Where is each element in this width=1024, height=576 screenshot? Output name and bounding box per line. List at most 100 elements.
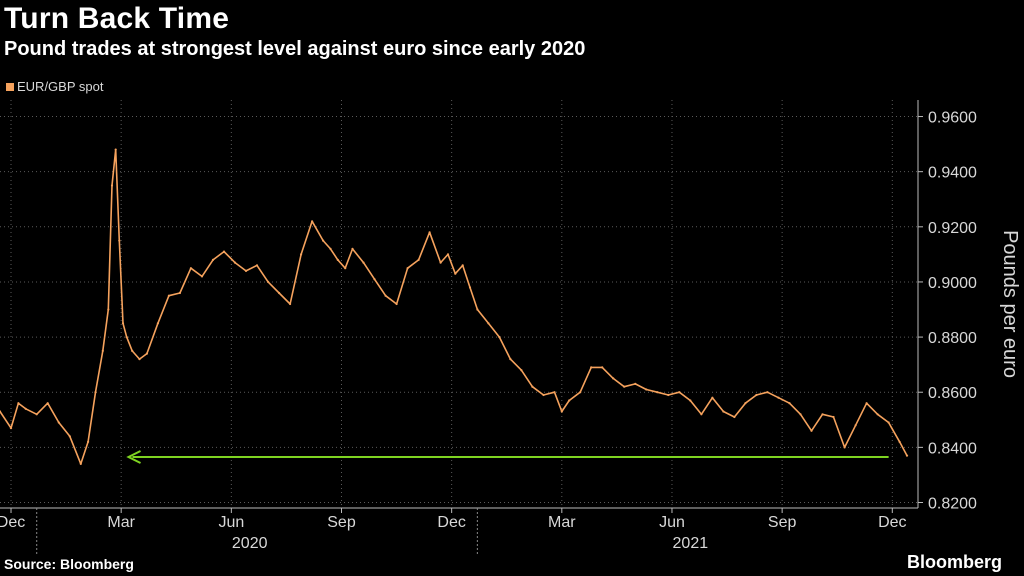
data-point [531,385,534,388]
legend-swatch [6,82,14,91]
annotation-arrow-head [126,450,141,464]
data-point [79,462,82,465]
data-point [446,253,450,256]
data-point [156,322,159,325]
data-point [233,261,237,264]
data-point [553,391,556,394]
data-point [178,291,181,295]
data-point [733,415,736,419]
data-point [46,402,49,405]
year-label: 2020 [232,535,268,552]
data-point [107,308,110,311]
data-point [755,393,758,397]
data-point [336,258,339,261]
data-point [167,294,170,297]
data-point [57,421,60,424]
data-point [810,429,813,432]
data-point [87,440,90,443]
data-point [711,396,714,399]
data-point [509,358,512,361]
data-point [454,272,457,275]
data-point [344,267,347,270]
data-point [0,410,2,413]
data-point [121,322,125,325]
data-point [289,302,292,306]
data-point [520,369,523,372]
data-point [35,413,38,416]
data-point [351,247,354,250]
x-tick-label: Sep [768,514,797,531]
data-point [788,402,791,405]
data-point [854,424,857,427]
data-point [656,391,659,394]
y-tick-label: 0.8800 [928,330,977,347]
y-axis-title: Pounds per euro [999,230,1021,378]
data-point [9,427,13,430]
data-point [138,358,141,361]
data-point [101,349,104,352]
data-point [145,352,148,355]
series-line [0,148,908,465]
data-point [667,393,670,397]
data-point [329,247,332,250]
data-point [689,399,692,402]
data-point [417,258,420,261]
data-point [601,366,604,369]
data-point [542,393,545,397]
x-tick-label: Jun [659,514,685,531]
data-point [612,377,615,380]
y-tick-label: 0.9600 [928,110,977,127]
data-point [898,440,901,443]
data-point [568,399,571,402]
data-point [634,382,637,385]
data-point [278,291,281,295]
y-tick-label: 0.8200 [928,495,977,512]
data-point [189,267,192,270]
data-point [200,275,204,278]
y-tick-label: 0.9400 [928,165,977,182]
data-point [843,446,846,449]
data-point [645,388,648,391]
data-point [395,302,398,306]
data-point [244,269,248,272]
y-tick-label: 0.9000 [928,275,977,292]
x-tick-label: Dec [878,514,906,531]
data-point [590,366,593,369]
data-point [905,454,909,457]
data-point [406,267,409,270]
data-point [125,336,128,339]
x-tick-label: Mar [107,514,135,531]
data-point [118,239,121,242]
data-point [579,391,582,394]
data-point [24,407,27,410]
data-point [17,402,20,405]
data-point [311,220,314,223]
data-point [722,410,725,413]
x-tick-label: Dec [437,514,465,531]
data-point [560,410,563,413]
data-point [322,239,325,242]
data-point [222,250,226,253]
y-tick-label: 0.8400 [928,440,977,457]
data-point [373,278,376,281]
data-point [821,413,824,416]
data-point [832,415,835,419]
data-point [865,402,868,405]
chart-subtitle: Pound trades at strongest level against … [4,38,586,60]
data-point [487,322,490,325]
data-point [468,286,472,289]
data-point [744,402,747,405]
brand-logo: Bloomberg [906,552,1002,572]
legend: EUR/GBP spot [6,79,103,94]
data-point [362,261,365,264]
data-point [799,413,802,416]
data-point [887,421,890,424]
chart-title: Turn Back Time [4,2,230,35]
data-point [68,435,71,438]
x-tick-label: Sep [327,514,356,531]
data-point [476,308,479,311]
data-point [94,391,97,394]
data-point [439,261,442,264]
data-point [623,385,626,388]
